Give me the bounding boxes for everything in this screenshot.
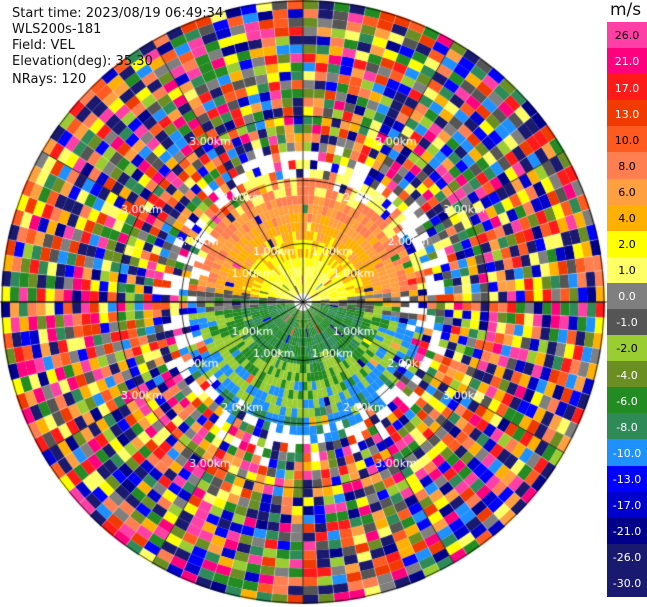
colorbar-tick-label: 26.0 <box>614 29 640 43</box>
elevation-label: Elevation(deg): 35.30 <box>12 54 153 69</box>
colorbar-tick-label: -8.0 <box>616 420 638 434</box>
colorbar-tick-label: 13.0 <box>614 107 640 121</box>
colorbar-tick-label: 0.0 <box>618 290 636 304</box>
colorbar-tick-label: -1.0 <box>616 316 638 330</box>
colorbar-swatch <box>607 126 647 154</box>
colorbar-swatch <box>607 204 647 232</box>
colorbar-swatch <box>607 152 647 180</box>
colorbar-tick-label: -10.0 <box>612 446 642 460</box>
colorbar-tick-label: -21.0 <box>612 525 642 539</box>
start-time-label: Start time: 2023/08/19 06:49:34 <box>12 6 224 21</box>
colorbar-tick-label: 6.0 <box>618 185 636 199</box>
colorbar-tick-label: -2.0 <box>616 342 638 356</box>
colorbar-swatch <box>607 256 647 284</box>
field-label: Field: VEL <box>12 38 75 53</box>
colorbar-swatch <box>607 309 647 336</box>
colorbar-swatch <box>607 48 647 75</box>
colorbar-swatch <box>607 178 647 206</box>
colorbar-tick-label: -17.0 <box>612 498 642 512</box>
colorbar-swatch <box>607 22 647 49</box>
colorbar-unit: m/s <box>610 0 642 20</box>
colorbar-swatch <box>607 74 647 101</box>
colorbar-tick-label: -30.0 <box>612 577 642 591</box>
colorbar-swatch <box>607 517 647 545</box>
colorbar-tick-label: -4.0 <box>616 368 638 382</box>
colorbar-swatch <box>607 100 647 127</box>
colorbar-swatch <box>607 335 647 362</box>
colorbar-swatch <box>607 465 647 493</box>
colorbar-tick-label: 21.0 <box>614 55 640 69</box>
nrays-label: NRays: 120 <box>12 72 87 87</box>
colorbar-swatch <box>607 361 647 388</box>
colorbar-swatch <box>607 387 647 414</box>
instrument-label: WLS200s-181 <box>12 22 102 37</box>
colorbar-swatch <box>607 439 647 467</box>
colorbar-tick-label: 17.0 <box>614 81 640 95</box>
colorbar-tick-label: -13.0 <box>612 472 642 486</box>
colorbar-tick-label: 1.0 <box>618 264 636 278</box>
colorbar-swatch <box>607 543 647 571</box>
colorbar-swatch <box>607 491 647 519</box>
colorbar-tick-label: 2.0 <box>618 238 636 252</box>
ppi-velocity-plot <box>0 0 607 607</box>
colorbar-swatch <box>607 413 647 441</box>
colorbar-swatch <box>607 282 647 310</box>
colorbar-tick-label: 4.0 <box>618 211 636 225</box>
colorbar-swatch <box>607 230 647 258</box>
colorbar-swatch <box>607 569 647 597</box>
colorbar-tick-label: 8.0 <box>618 159 636 173</box>
colorbar-tick-label: -26.0 <box>612 551 642 565</box>
colorbar-tick-label: 10.0 <box>614 133 640 147</box>
colorbar: 26.0 21.0 17.0 13.0 10.0 8.0 6.0 4.0 2.0 1.0 0.0 -1… <box>607 22 647 597</box>
colorbar-tick-label: -6.0 <box>616 394 638 408</box>
